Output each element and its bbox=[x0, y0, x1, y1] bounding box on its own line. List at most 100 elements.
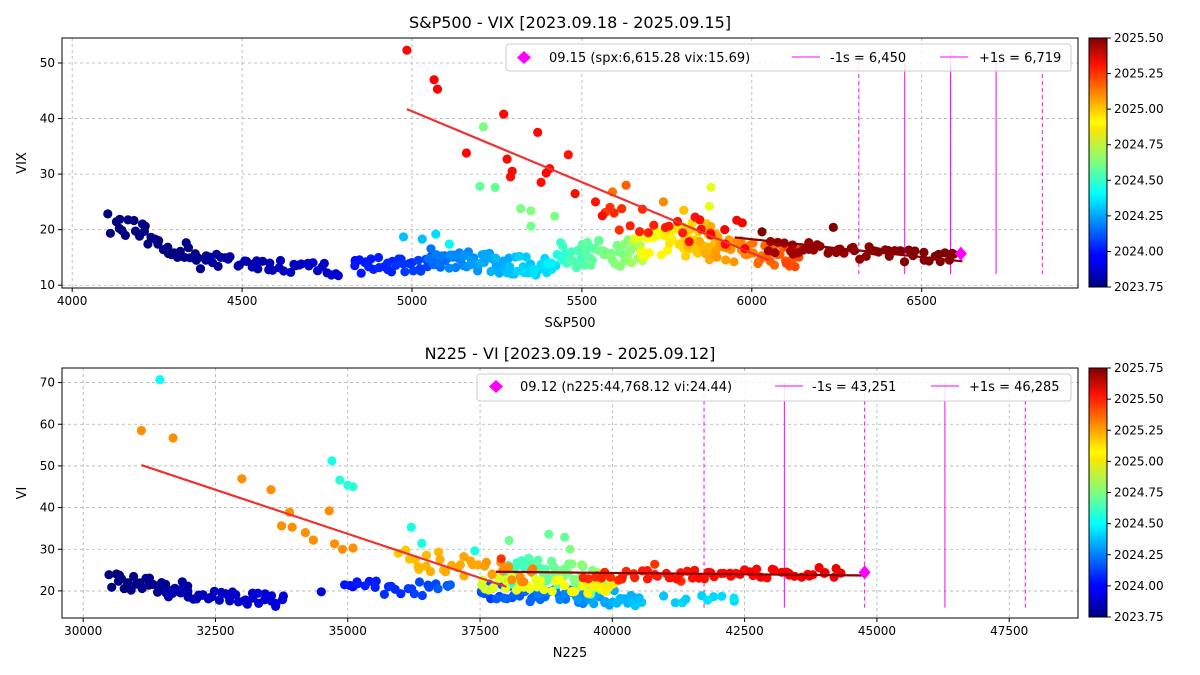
data-point bbox=[329, 539, 340, 549]
data-point bbox=[512, 266, 522, 276]
y-tick-label: 60 bbox=[40, 417, 55, 431]
data-point bbox=[337, 544, 348, 554]
y-tick-label: 40 bbox=[40, 501, 55, 515]
data-point bbox=[444, 239, 454, 249]
data-point bbox=[316, 587, 326, 597]
data-point bbox=[461, 148, 471, 158]
data-point bbox=[630, 573, 640, 583]
data-point bbox=[155, 375, 165, 385]
data-point bbox=[373, 252, 384, 263]
data-point bbox=[533, 555, 543, 565]
data-point bbox=[637, 250, 647, 260]
data-point bbox=[533, 127, 543, 137]
data-point bbox=[364, 262, 374, 272]
data-point bbox=[547, 586, 557, 596]
data-point bbox=[662, 245, 673, 255]
x-ticks: 30000 32500 35000 37500 40000 42500 45000 47500 bbox=[64, 618, 1028, 638]
data-point bbox=[435, 554, 445, 565]
chart-title: N225 - VI [2023.09.19 - 2025.09.12] bbox=[425, 344, 716, 363]
data-point bbox=[687, 573, 698, 583]
data-point bbox=[105, 228, 115, 238]
data-point bbox=[432, 84, 443, 94]
data-point bbox=[161, 579, 171, 589]
data-point bbox=[168, 433, 178, 443]
data-point bbox=[137, 583, 147, 594]
data-point bbox=[567, 559, 577, 569]
data-point bbox=[505, 262, 515, 272]
data-point bbox=[499, 109, 509, 119]
data-point bbox=[396, 589, 406, 599]
data-point bbox=[525, 584, 535, 594]
legend-plus: +1s = 6,719 bbox=[979, 51, 1061, 66]
data-point bbox=[544, 529, 554, 539]
data-point bbox=[677, 598, 688, 608]
data-point bbox=[585, 253, 595, 263]
data-point bbox=[134, 231, 145, 241]
data-point bbox=[324, 506, 334, 516]
data-point bbox=[445, 580, 455, 590]
data-point bbox=[664, 221, 674, 231]
data-point bbox=[555, 594, 565, 605]
data-point bbox=[635, 227, 645, 237]
x-tick-label: 5000 bbox=[397, 294, 428, 308]
data-point bbox=[491, 594, 502, 604]
data-point bbox=[695, 236, 705, 247]
data-point bbox=[597, 211, 607, 221]
legend-minus: -1s = 6,450 bbox=[830, 51, 906, 66]
data-point bbox=[571, 263, 582, 273]
data-point bbox=[781, 258, 791, 268]
data-point bbox=[205, 252, 215, 262]
data-point bbox=[583, 588, 593, 598]
x-tick-label: 4500 bbox=[227, 294, 258, 308]
data-point bbox=[104, 570, 114, 580]
data-point bbox=[115, 214, 125, 224]
data-point bbox=[729, 593, 739, 603]
data-point bbox=[541, 168, 551, 178]
data-point bbox=[473, 560, 483, 570]
data-point bbox=[536, 259, 546, 270]
data-point bbox=[539, 584, 549, 595]
data-point bbox=[790, 262, 800, 272]
data-point bbox=[379, 589, 389, 600]
colorbar-tick-label: 2024.25 bbox=[1114, 209, 1164, 223]
data-point bbox=[788, 240, 798, 250]
data-point bbox=[434, 547, 444, 557]
y-tick-label: 40 bbox=[40, 112, 55, 126]
plot-frame bbox=[61, 367, 1079, 619]
data-point bbox=[487, 569, 497, 579]
data-point bbox=[706, 182, 716, 192]
y-tick-label: 10 bbox=[40, 278, 55, 292]
data-point bbox=[424, 582, 434, 592]
data-point bbox=[658, 197, 669, 207]
data-point bbox=[350, 261, 360, 271]
data-point bbox=[123, 578, 133, 588]
data-point bbox=[356, 268, 366, 278]
data-point bbox=[275, 255, 286, 266]
data-point bbox=[287, 522, 297, 532]
data-point bbox=[143, 239, 153, 249]
x-tick-label: 42500 bbox=[726, 624, 764, 638]
data-point bbox=[414, 577, 425, 587]
data-point bbox=[300, 528, 310, 538]
data-point bbox=[214, 595, 224, 605]
data-point bbox=[526, 221, 536, 231]
data-point bbox=[227, 587, 238, 597]
data-point bbox=[170, 586, 180, 596]
legend: 09.12 (n225:44,768.12 vi:24.44) -1s = 43… bbox=[476, 373, 1072, 402]
data-point bbox=[568, 256, 578, 266]
legend-diamond-icon bbox=[517, 51, 531, 64]
colorbar-tick-label: 2024.50 bbox=[1114, 517, 1164, 531]
y-axis-label: VIX bbox=[15, 152, 30, 174]
data-point bbox=[107, 582, 117, 592]
colorbar-tick-label: 2025.50 bbox=[1114, 392, 1164, 406]
data-point bbox=[644, 248, 655, 258]
data-point bbox=[765, 256, 775, 266]
data-point bbox=[590, 197, 601, 207]
data-point bbox=[546, 556, 557, 566]
data-point bbox=[670, 598, 680, 608]
data-point bbox=[252, 256, 262, 266]
data-point bbox=[426, 244, 436, 254]
colorbar-tick-label: 2025.50 bbox=[1114, 31, 1164, 45]
data-point bbox=[163, 242, 173, 252]
colorbar-tick-label: 2024.75 bbox=[1114, 486, 1164, 500]
